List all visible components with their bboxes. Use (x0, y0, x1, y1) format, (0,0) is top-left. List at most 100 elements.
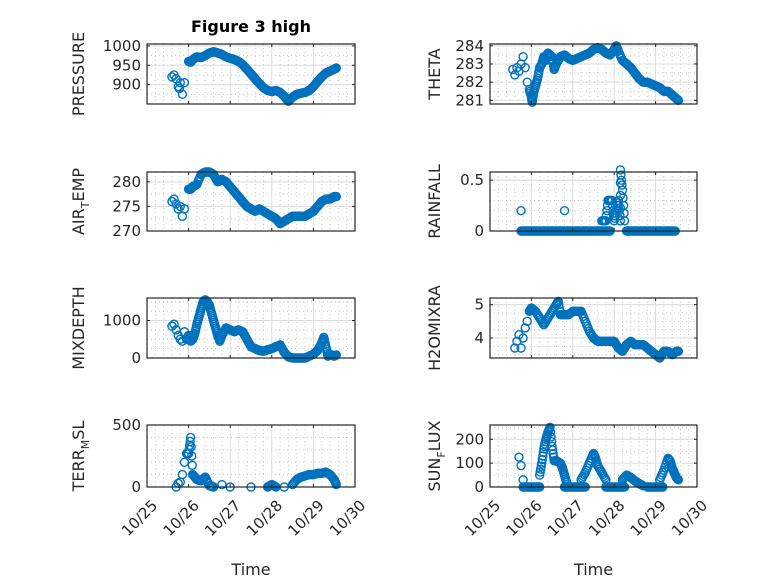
data-point (553, 296, 564, 307)
y-tick-label: 282 (455, 73, 484, 91)
axes-box (146, 43, 356, 105)
data-point (547, 441, 557, 452)
data-markers (167, 167, 341, 229)
data-point (331, 191, 341, 202)
y-label-part: EMP (69, 168, 88, 202)
data-point (545, 50, 555, 60)
axes-box (489, 424, 698, 488)
y-tick-label: 100 (455, 454, 484, 472)
y-tick-label: 0 (474, 478, 484, 496)
data-point (518, 52, 528, 62)
data-point (169, 319, 179, 329)
data-point (185, 436, 195, 447)
data-point (538, 451, 548, 461)
data-point (516, 460, 526, 471)
data-point (537, 458, 547, 468)
axes-box (489, 43, 698, 105)
y-label-part: LUX (425, 420, 444, 451)
x-tick-label: 10/25 (461, 497, 504, 540)
data-point (331, 479, 341, 490)
x-tick-label: 10/28 (585, 497, 628, 540)
data-point (185, 432, 196, 443)
y-tick-label: 5 (474, 296, 484, 314)
axes-box (146, 171, 356, 232)
y-axis-label: THETA (425, 48, 444, 100)
subplot-h2omixra: 4 5 H2OMIXRA (425, 285, 698, 371)
data-markers (167, 47, 341, 106)
data-point (177, 89, 188, 100)
data-point (516, 343, 526, 353)
data-point (546, 432, 556, 442)
y-label-part: TERR (69, 449, 88, 492)
y-label-part: SL (69, 421, 88, 440)
y-tick-label: 281 (455, 91, 484, 109)
data-point (169, 194, 179, 204)
data-point (601, 211, 612, 221)
x-tick-label: 10/27 (544, 497, 587, 540)
y-axis-label: H2OMIXRA (425, 285, 444, 371)
y-label-subscript: M (79, 440, 92, 450)
y-tick-label: 270 (112, 222, 141, 240)
data-point (514, 452, 524, 462)
data-point (331, 63, 341, 73)
axes-box (489, 171, 698, 232)
data-point (520, 323, 530, 333)
data-point (179, 457, 190, 467)
y-tick-label: 950 (112, 56, 141, 74)
data-markers (171, 432, 341, 492)
y-tick-label: 0 (131, 349, 141, 367)
y-axis-label: PRESSURE (69, 32, 88, 116)
x-axis-label: Time (230, 560, 270, 579)
data-point (547, 445, 558, 455)
data-point (537, 454, 547, 465)
data-point (217, 479, 227, 490)
y-axis-label: SUNFLUX (425, 420, 448, 491)
y-label-subscript: F (435, 451, 448, 457)
data-point (545, 427, 556, 437)
x-axis-label: Time (573, 560, 613, 579)
data-point (522, 316, 532, 327)
data-point (607, 195, 617, 206)
y-tick-label: 1000 (103, 312, 141, 330)
data-point (516, 205, 526, 216)
data-point (520, 62, 530, 73)
data-point (186, 442, 196, 452)
axes-box (146, 297, 356, 359)
data-point (187, 451, 197, 461)
y-tick-label: 275 (112, 197, 141, 215)
data-point (616, 170, 626, 180)
y-label-part: AIR (69, 208, 88, 235)
y-tick-label: 4 (474, 329, 484, 347)
data-point (518, 333, 528, 343)
y-tick-label: 283 (455, 55, 484, 73)
y-tick-label: 284 (455, 37, 484, 55)
y-axis-label: AIRTEMP (69, 168, 92, 235)
data-markers (514, 422, 684, 492)
data-point (179, 78, 190, 88)
data-point (673, 475, 684, 485)
data-markers (167, 295, 341, 363)
y-tick-label: 0 (474, 222, 484, 240)
y-axis-label: TERRMSL (69, 421, 92, 493)
data-point (173, 204, 183, 214)
data-point (619, 216, 630, 226)
axes-box (489, 297, 698, 359)
data-point (615, 216, 626, 226)
data-point (673, 346, 684, 357)
data-point (177, 469, 188, 480)
data-point (617, 180, 627, 190)
x-tick-label: 10/29 (627, 497, 670, 540)
x-tick-label: 10/30 (326, 497, 369, 540)
data-markers (510, 296, 684, 363)
y-label-part: SUN (425, 458, 444, 492)
data-point (510, 343, 520, 353)
data-point (174, 83, 185, 94)
y-tick-label: 500 (112, 416, 141, 434)
data-point (331, 350, 341, 360)
y-tick-label: 0 (131, 478, 141, 496)
data-point (670, 92, 680, 103)
y-tick-label: 900 (112, 76, 141, 94)
x-tick-label: 10/25 (118, 497, 161, 540)
